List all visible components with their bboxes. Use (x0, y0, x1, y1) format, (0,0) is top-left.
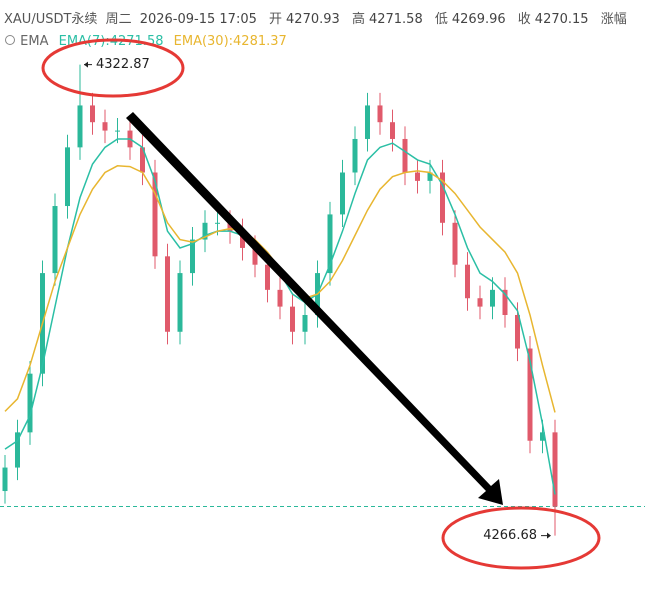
candle-body (277, 289, 283, 307)
candle-body (177, 273, 183, 332)
legend-title[interactable]: EMA (20, 34, 49, 49)
candle-body (2, 467, 8, 492)
legend: EMA EMA(7):4271.58 EMA(30):4281.37 (4, 33, 293, 49)
annotation-arrowhead (84, 61, 88, 68)
legend-icon[interactable] (4, 34, 16, 46)
highlight-ellipse (441, 506, 601, 570)
candle-body (415, 172, 420, 181)
close-label: 收 (517, 12, 531, 27)
candle-body (502, 289, 508, 315)
candle-body (90, 105, 95, 123)
candle-body (52, 206, 58, 274)
low-label: 低 (434, 12, 448, 27)
ema-line (4, 165, 556, 413)
candle-body (152, 172, 158, 257)
candle-body (252, 247, 258, 265)
candle-body (27, 373, 33, 433)
candle-body (227, 222, 233, 232)
candle-body (515, 315, 520, 349)
candle-body (240, 231, 245, 248)
candle-body (352, 138, 358, 173)
candle-body (540, 432, 545, 441)
candle-body (102, 122, 108, 131)
candle-body (77, 105, 83, 148)
candle-body (65, 147, 70, 207)
high-value: 4271.58 (368, 12, 423, 27)
close-value: 4270.15 (534, 12, 589, 27)
candle-body (552, 432, 558, 507)
candle-body (440, 172, 445, 223)
legend-entry: EMA(7):4271.58 (58, 34, 164, 49)
candle-body (140, 147, 145, 173)
candle-body (15, 432, 20, 468)
candle-body (402, 138, 408, 173)
candle-body (390, 122, 395, 139)
trend-arrow (126, 112, 503, 505)
candle-body (477, 298, 483, 307)
annotation-arrowhead (547, 532, 551, 539)
candle-body (165, 256, 170, 332)
candle-body (490, 289, 495, 307)
legend-entry: EMA(30):4281.37 (173, 34, 287, 49)
candle-body (465, 264, 470, 299)
min-label: 4266.68 (483, 528, 537, 543)
datetime: 2026-09-15 17:05 (139, 12, 257, 27)
candle-body (315, 273, 320, 315)
change-label: 涨幅 (600, 12, 627, 27)
candle-body (115, 130, 120, 132)
symbol[interactable]: XAU/USDT永续 (4, 12, 98, 27)
candle-body (527, 348, 533, 441)
high-label: 高 (351, 12, 365, 27)
candle-body (427, 172, 433, 181)
candle-body (327, 214, 333, 274)
candle-body (365, 105, 370, 139)
candle-body (452, 222, 458, 265)
weekday: 周二 (105, 12, 132, 27)
candle-body (265, 264, 270, 290)
max-label: 4322.87 (96, 57, 150, 72)
open-label: 开 (269, 12, 283, 27)
plot (0, 64, 645, 536)
candle-body (290, 306, 295, 332)
candle-body (40, 273, 45, 374)
open-value: 4270.93 (286, 12, 340, 27)
candle-body (202, 222, 208, 240)
header: XAU/USDT永续 周二 2026-09-15 17:05 开 4270.93 … (4, 8, 631, 27)
candle-body (340, 172, 345, 215)
candle-body (377, 105, 383, 123)
low-value: 4269.96 (451, 12, 506, 27)
candle-body (190, 239, 195, 274)
candle-body (302, 315, 308, 332)
candle-body (127, 130, 133, 148)
ema-line (4, 138, 556, 495)
candle-body (215, 222, 220, 224)
